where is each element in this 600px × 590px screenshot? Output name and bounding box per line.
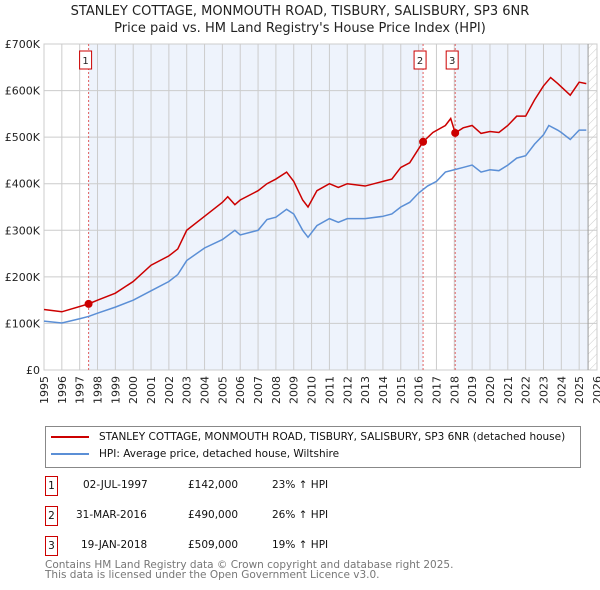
sale-marker-label: 2 [417, 56, 423, 67]
plot-area: 1995 1996 1997 1998 1999 2000 2001 2002 2003 2004… [5, 38, 600, 404]
legend-label-hpi: HPI: Average price, detached house, Wilt… [99, 448, 340, 460]
sale-marker-box [445, 50, 459, 70]
sale-marker-label: 3 [45, 536, 58, 556]
sale-price: £142,000 [188, 479, 239, 491]
x-tick-label: 2005 [216, 376, 229, 404]
sale-row: 2 31-MAR-2016 £490,000 26% ↑ HPI [45, 506, 445, 526]
sale-point [419, 137, 428, 146]
sale-marker-label: 1 [45, 476, 58, 496]
sale-date: 31-MAR-2016 [76, 509, 147, 521]
sale-hpi: 26% ↑ HPI [272, 509, 329, 521]
x-tick-label: 2002 [163, 376, 176, 404]
property-price-line [43, 76, 587, 313]
x-tick-label: 2016 [413, 376, 426, 404]
x-tick-label: 2017 [430, 376, 443, 404]
y-tick-label: £0 [26, 364, 40, 377]
x-tick-label: 2011 [323, 376, 336, 404]
x-tick-label: 2020 [484, 376, 497, 404]
hpi-line [43, 124, 587, 324]
sale-point [84, 299, 93, 308]
y-tick-label: £600K [5, 85, 41, 98]
shaded-period [455, 44, 589, 370]
x-tick-label: 1997 [74, 376, 87, 404]
sale-marker-box [79, 50, 93, 70]
x-tick-label: 2007 [252, 376, 265, 404]
x-tick-label: 2001 [145, 376, 158, 404]
sale-date: 19-JAN-2018 [81, 539, 148, 551]
x-tick-label: 2022 [520, 376, 533, 404]
x-tick-label: 1998 [92, 376, 105, 404]
legend-label-property: STANLEY COTTAGE, MONMOUTH ROAD, TISBURY,… [99, 431, 566, 443]
sale-marker-label: 1 [82, 56, 88, 67]
shaded-period [88, 44, 424, 370]
forecast-hatch [588, 44, 597, 370]
x-tick-label: 2018 [448, 376, 461, 404]
x-tick-label: 2019 [466, 376, 479, 404]
x-tick-label: 2026 [591, 376, 600, 404]
sale-price: £490,000 [188, 509, 239, 521]
y-tick-label: £100K [5, 317, 41, 330]
sale-hpi: 23% ↑ HPI [272, 479, 329, 491]
y-tick-label: £500K [5, 131, 41, 144]
x-tick-label: 2012 [341, 376, 354, 404]
y-tick-label: £200K [5, 271, 41, 284]
chart-title: STANLEY COTTAGE, MONMOUTH ROAD, TISBURY,… [70, 4, 530, 19]
x-tick-label: 2025 [573, 376, 586, 404]
sale-row: 1 02-JUL-1997 £142,000 23% ↑ HPI [45, 476, 445, 496]
x-tick-label: 1999 [109, 376, 122, 404]
x-tick-label: 2013 [359, 376, 372, 404]
x-tick-label: 1995 [38, 376, 51, 404]
legend-swatch-property [51, 436, 89, 438]
legend-swatch-hpi [51, 453, 89, 455]
sale-marker-label: 3 [449, 56, 455, 67]
footer: Contains HM Land Registry data © Crown c… [45, 559, 454, 581]
x-tick-label: 2015 [395, 376, 408, 404]
sale-point [451, 128, 460, 137]
x-tick-label: 2010 [306, 376, 319, 404]
x-tick-label: 1996 [56, 376, 69, 404]
x-tick-label: 2023 [537, 376, 550, 404]
sale-price: £509,000 [188, 539, 239, 551]
sale-date: 02-JUL-1997 [83, 479, 148, 491]
plot-border [43, 43, 598, 371]
sale-row: 3 19-JAN-2018 £509,000 19% ↑ HPI [45, 536, 445, 556]
sale-marker-label: 2 [45, 506, 58, 526]
x-tick-label: 2009 [288, 376, 301, 404]
sale-hpi: 19% ↑ HPI [272, 539, 329, 551]
y-tick-label: £700K [5, 38, 41, 51]
x-tick-label: 2000 [127, 376, 140, 404]
sale-marker-box [413, 50, 427, 70]
footer-copyright: Contains HM Land Registry data © Crown c… [45, 559, 454, 571]
chart-subtitle: Price paid vs. HM Land Registry's House … [114, 21, 486, 36]
x-tick-label: 2006 [234, 376, 247, 404]
footer-licence: This data is licensed under the Open Gov… [45, 569, 380, 581]
legend: STANLEY COTTAGE, MONMOUTH ROAD, TISBURY,… [45, 426, 581, 468]
x-tick-label: 2003 [181, 376, 194, 404]
x-tick-label: 2014 [377, 376, 390, 404]
x-tick-label: 2024 [555, 376, 568, 404]
y-tick-label: £400K [5, 178, 41, 191]
x-tick-label: 2008 [270, 376, 283, 404]
x-tick-label: 2004 [199, 376, 212, 404]
x-tick-label: 2021 [502, 376, 515, 404]
y-tick-label: £300K [5, 224, 41, 237]
